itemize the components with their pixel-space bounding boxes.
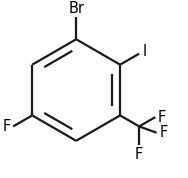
Text: I: I — [143, 44, 147, 59]
Text: F: F — [2, 119, 11, 134]
Text: F: F — [135, 147, 143, 162]
Text: F: F — [158, 110, 166, 125]
Text: Br: Br — [68, 1, 84, 16]
Text: F: F — [159, 125, 168, 140]
